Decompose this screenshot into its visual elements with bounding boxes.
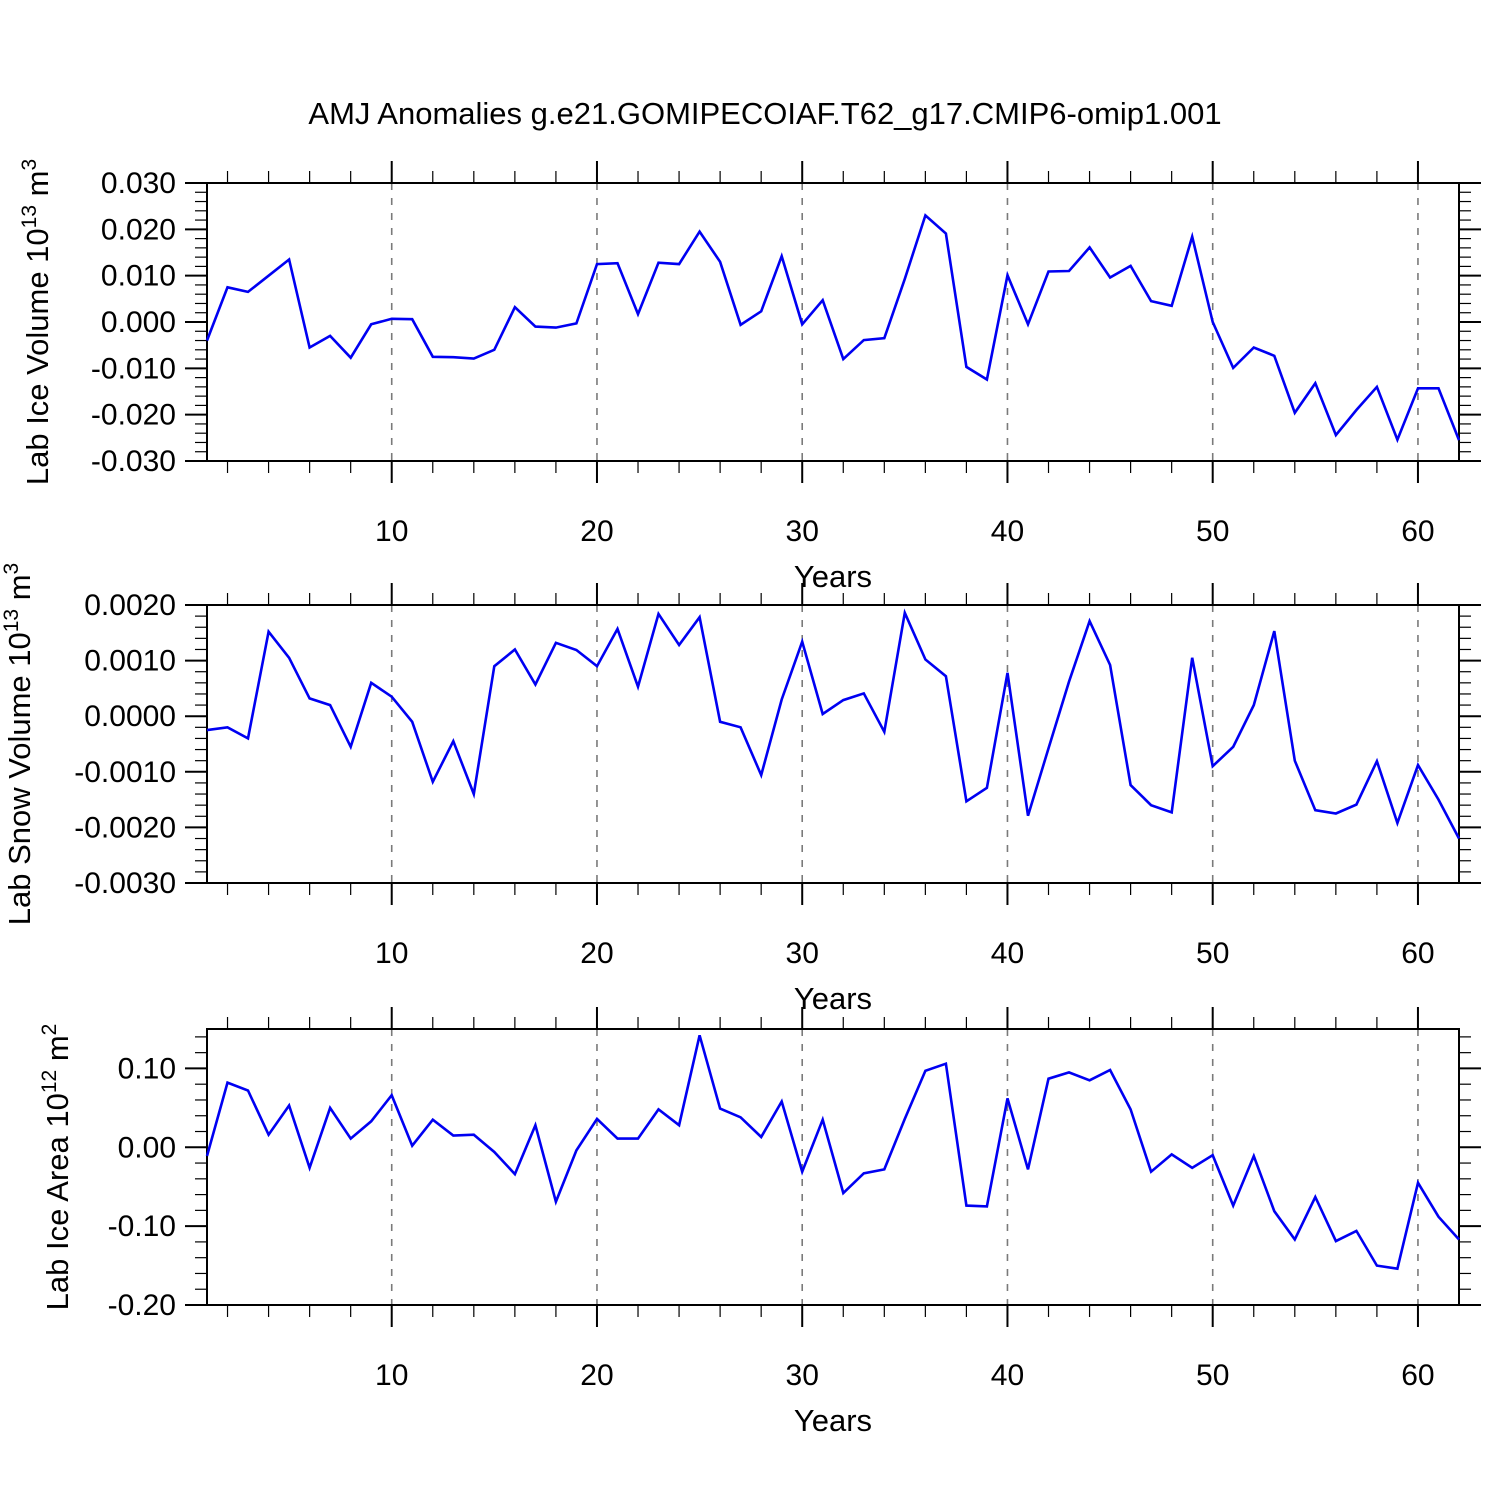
x-tick-label: 40 (991, 515, 1024, 548)
data-series-line (205, 213, 1461, 444)
y-tick-label: 0.10 (118, 1052, 176, 1085)
x-tick-label: 60 (1401, 937, 1434, 970)
x-tick-label: 40 (991, 937, 1024, 970)
y-tick-label: -0.20 (108, 1289, 176, 1322)
x-tick-label: 10 (375, 937, 408, 970)
y-axis-title: Lab Ice Area 1012 m2 (38, 1024, 75, 1311)
figure-title: AMJ Anomalies g.e21.GOMIPECOIAF.T62_g17.… (308, 96, 1222, 131)
x-tick-label: 20 (580, 515, 613, 548)
y-tick-label: -0.10 (108, 1210, 176, 1243)
x-tick-label: 60 (1401, 515, 1434, 548)
x-tick-label: 10 (375, 1359, 408, 1392)
x-tick-label: 30 (786, 1359, 819, 1392)
y-tick-label: -0.020 (91, 399, 176, 432)
x-tick-label: 40 (991, 1359, 1024, 1392)
data-series-line (206, 608, 1461, 840)
x-tick-label: 60 (1401, 1359, 1434, 1392)
y-tick-label: 0.0020 (84, 589, 176, 622)
y-tick-label: 0.010 (101, 260, 176, 293)
y-tick-label: -0.010 (91, 352, 176, 385)
plot-border (206, 182, 1460, 462)
y-axis-title: Lab Ice Volume 1013 m3 (18, 159, 55, 485)
y-tick-label: -0.0020 (74, 811, 176, 844)
y-tick-label: 0.020 (101, 213, 176, 246)
y-axis-title: Lab Snow Volume 1013 m3 (0, 563, 37, 925)
x-tick-label: 50 (1196, 515, 1229, 548)
panel-3: 10 20 30 40 50 60 0.10 0.00 -0.10 -0.20 Years Lab I… (38, 1007, 1481, 1438)
panel-2: 10 20 30 40 50 60 0.0020 0.0010 0.0000 -0.0010 -0.… (0, 563, 1481, 1016)
y-tick-label: -0.030 (91, 445, 176, 478)
x-tick-label: 30 (786, 937, 819, 970)
plot-border (206, 604, 1460, 884)
y-tick-label: -0.0030 (74, 867, 176, 900)
x-axis-title: Years (794, 981, 872, 1016)
x-tick-label: 10 (375, 515, 408, 548)
y-tick-label: 0.0000 (84, 700, 176, 733)
x-tick-label: 20 (580, 937, 613, 970)
x-axis-title: Years (794, 1403, 872, 1438)
data-series-line (205, 1034, 1460, 1271)
panel-1: 10 20 30 40 50 60 0.030 0.020 0.010 0.000 -0.010 -0… (18, 159, 1481, 594)
x-axis-title: Years (794, 559, 872, 594)
x-tick-label: 50 (1196, 937, 1229, 970)
x-tick-label: 30 (786, 515, 819, 548)
y-tick-label: 0.00 (118, 1131, 176, 1164)
x-tick-label: 20 (580, 1359, 613, 1392)
plot-border (206, 1028, 1460, 1306)
y-tick-label: 0.030 (101, 167, 176, 200)
x-tick-label: 50 (1196, 1359, 1229, 1392)
y-tick-label: 0.000 (101, 306, 176, 339)
y-tick-label: -0.0010 (74, 756, 176, 789)
y-tick-label: 0.0010 (84, 645, 176, 678)
